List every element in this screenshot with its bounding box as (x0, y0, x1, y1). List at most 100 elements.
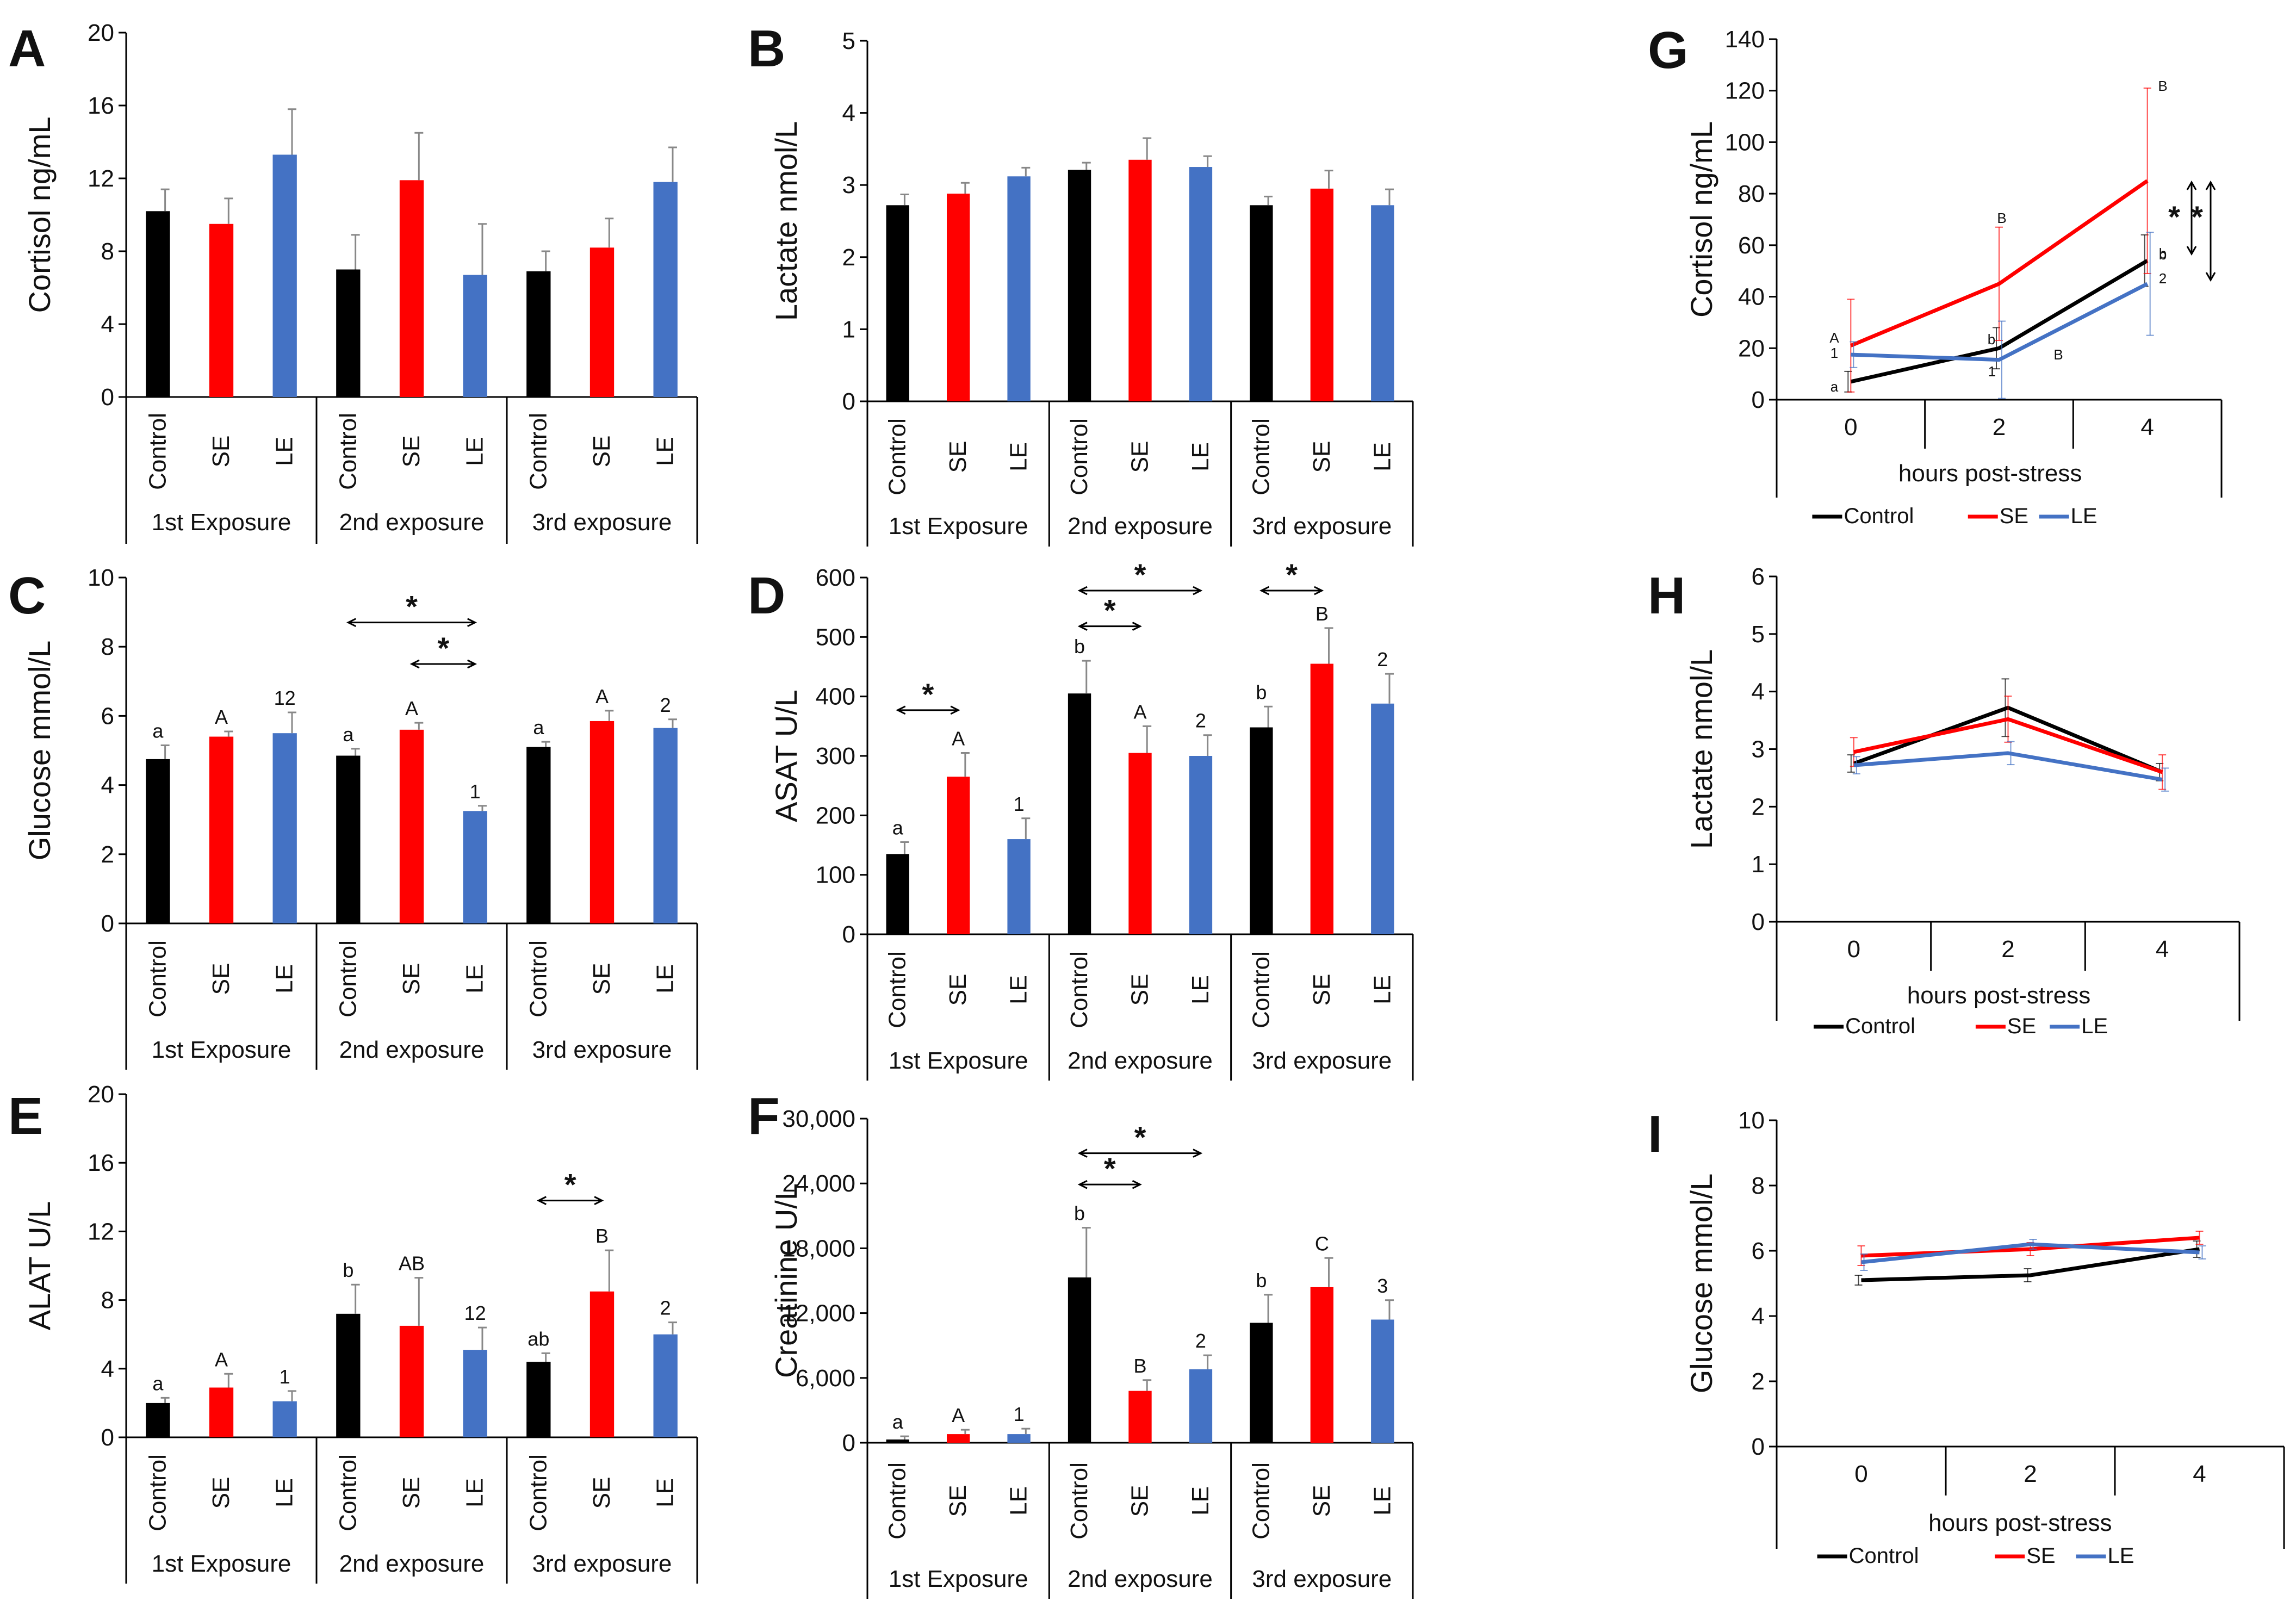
bar (336, 755, 361, 923)
bar (463, 811, 487, 923)
panel-D: D 0 100 200 300 400 500 600 ASAT U/L 1st Exposure… (748, 557, 1414, 1081)
category-label: Control (144, 1454, 171, 1531)
bar (1250, 1323, 1273, 1443)
y-tick-label: 30,000 (782, 1106, 855, 1132)
y-tick-label: 0 (842, 388, 855, 415)
panel-I: I 0 2 4 6 8 10 Glucose mmol/L 0 2 4 hours post-stre… (1648, 1105, 2285, 1568)
bar (146, 759, 170, 923)
bracket-arrow (467, 618, 477, 628)
legend-label: LE (2081, 1014, 2108, 1038)
x-axis-title: hours post-stress (1898, 460, 2082, 487)
y-tick-label: 0 (842, 921, 855, 948)
y-tick-label: 5 (842, 28, 855, 54)
bar (399, 180, 424, 397)
bracket-arrow (409, 659, 420, 669)
group-label: 1st Exposure (889, 513, 1028, 539)
y-tick-label: 8 (101, 634, 114, 660)
series-line-se (1850, 179, 2149, 347)
category-label: LE (1006, 975, 1032, 1004)
category-label: Control (334, 1454, 361, 1531)
y-tick-label: 2 (842, 244, 855, 271)
bar (1310, 188, 1334, 401)
arrow-head (2205, 272, 2216, 282)
group-label: 2nd exposure (1068, 1047, 1213, 1074)
y-tick-label: 3 (842, 172, 855, 198)
significance-letter: a (892, 1411, 904, 1433)
category-label: SE (945, 974, 971, 1006)
bracket-arrow (1077, 586, 1088, 595)
significance-letter: A (595, 685, 609, 708)
y-tick-label: 300 (816, 743, 855, 770)
y-tick-label: 5 (1752, 621, 1765, 648)
bar (209, 224, 234, 397)
bar (1250, 205, 1273, 401)
bar (1068, 170, 1091, 401)
significance-letter: A (1829, 330, 1839, 346)
bar (1250, 727, 1273, 934)
y-axis-title: Cortisol ng/mL (22, 116, 57, 313)
bar (946, 777, 970, 934)
significance-letter: a (533, 716, 544, 739)
bracket-arrow (1077, 622, 1088, 631)
category-label: SE (1127, 1485, 1153, 1517)
significance-letter: 1 (1988, 363, 1996, 380)
y-axis-title: Lactate nmol/L (769, 121, 803, 321)
y-tick-label: 4 (101, 772, 114, 799)
category-label: Control (1248, 951, 1274, 1028)
arrow-head (2186, 180, 2197, 190)
y-tick-label: 40 (1738, 284, 1765, 311)
panel-H: H 0 1 2 3 4 5 6 Lactate nmol/L 0 2 4 hours post-stre… (1648, 563, 2241, 1038)
y-tick-label: 6 (1752, 1238, 1765, 1264)
significance-letter: 2 (660, 694, 671, 716)
significance-star: * (406, 589, 418, 624)
category-label: SE (208, 436, 234, 468)
significance-letter: 2 (1195, 1330, 1206, 1352)
y-tick-label: 120 (1725, 78, 1765, 104)
group-label: 3rd exposure (532, 509, 672, 536)
category-label: Control (884, 1462, 911, 1540)
y-tick-label: 80 (1738, 181, 1765, 207)
category-label: SE (1127, 441, 1153, 473)
arrow-head (2186, 246, 2197, 256)
bracket-arrow (1193, 1149, 1203, 1158)
y-tick-label: 0 (101, 384, 114, 411)
y-axis-title: Lactate nmol/L (1684, 649, 1718, 849)
category-label: SE (208, 963, 234, 995)
significance-letter: B (1315, 603, 1329, 625)
category-label: LE (1006, 1486, 1032, 1516)
x-tick-label: 0 (1854, 1461, 1867, 1487)
bar (463, 1350, 487, 1437)
bar (146, 211, 170, 397)
bracket-arrow (536, 1196, 547, 1205)
legend-label: LE (2071, 504, 2098, 528)
y-axis-title: ASAT U/L (769, 690, 803, 822)
significance-letter: a (152, 719, 164, 742)
panel-letter: F (748, 1087, 780, 1145)
y-tick-label: 4 (1752, 679, 1765, 705)
category-label: Control (1066, 951, 1093, 1028)
category-label: LE (271, 1478, 298, 1507)
category-label: SE (945, 441, 971, 473)
bar (1371, 205, 1394, 401)
bar (1068, 693, 1091, 934)
group-label: 1st Exposure (889, 1047, 1028, 1074)
y-tick-label: 1 (1752, 851, 1765, 878)
y-tick-label: 4 (1752, 1303, 1765, 1330)
bar (399, 729, 424, 923)
significance-letter: 1 (280, 1366, 290, 1388)
x-axis-title: hours post-stress (1928, 1510, 2112, 1536)
panel-letter: C (8, 567, 46, 625)
bar (1128, 753, 1152, 934)
bracket-arrow (1193, 586, 1203, 595)
y-axis-title: Creatinine U/L (769, 1183, 803, 1378)
y-tick-label: 4 (101, 311, 114, 338)
bar (272, 154, 297, 397)
panel-C: C 0 2 4 6 8 10 Glucose mmol/L 1st Exposure a Contr… (8, 564, 698, 1070)
significance-letter: b (343, 1259, 353, 1281)
y-tick-label: 12,000 (782, 1300, 855, 1327)
category-label: SE (588, 436, 615, 468)
x-tick-label: 0 (1847, 936, 1860, 963)
legend-label: LE (2107, 1544, 2134, 1568)
bar (1310, 663, 1334, 934)
bracket-arrow (896, 705, 906, 715)
